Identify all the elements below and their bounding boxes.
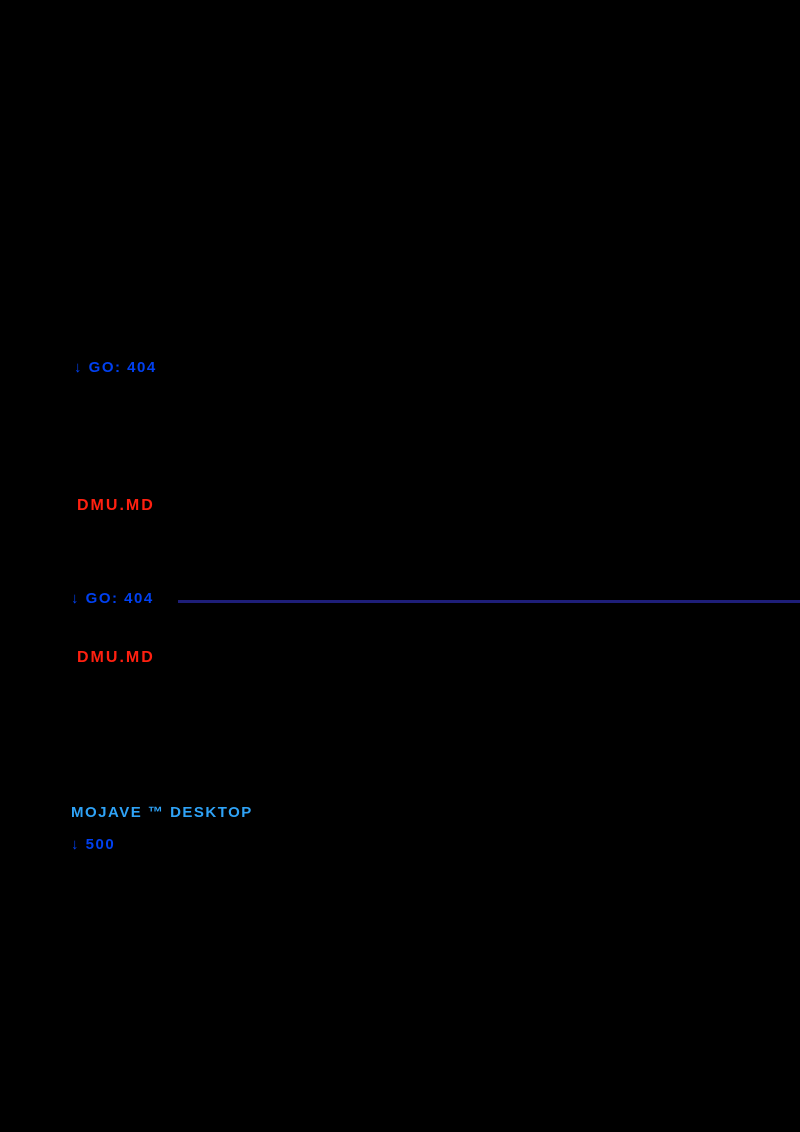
cyan-link[interactable]: MOJAVE ™ DESKTOP (71, 804, 253, 821)
section-link-500[interactable]: ↓ 500 (71, 836, 116, 853)
filename-label-a: DMU.MD (77, 497, 155, 514)
section-divider-rule (178, 600, 800, 603)
section-link-404-b[interactable]: ↓ GO: 404 (71, 590, 154, 607)
filename-label-b: DMU.MD (77, 649, 155, 666)
section-link-404-a[interactable]: ↓ GO: 404 (74, 359, 157, 376)
